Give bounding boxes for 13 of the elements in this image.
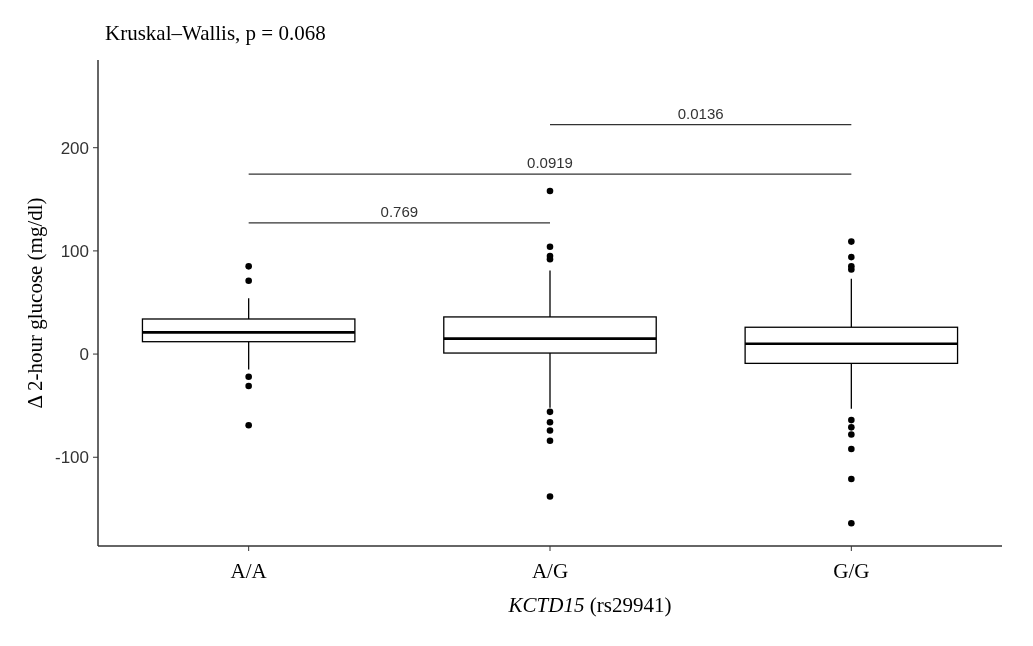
x-tick-label: A/G [531,559,569,583]
y-tick-label: -100 [54,448,89,468]
y-tick-label: 0 [79,345,89,365]
annotation: 0.769 [380,202,419,220]
annotation: 0.0919 [527,154,573,172]
y-tick-label: 100 [60,241,89,261]
x-tick-label: A/A [230,559,268,583]
x-tick-label: G/G [833,559,870,583]
y-axis-title: Δ 2-hour glucose (mg/dl) [23,197,47,409]
y-tick-label: 200 [60,138,89,158]
annotation: 0.0136 [677,104,724,122]
x-axis-title: KCTD15 (rs29941) [507,593,672,617]
chart-title: Kruskal–Wallis, p = 0.068 [105,21,326,45]
